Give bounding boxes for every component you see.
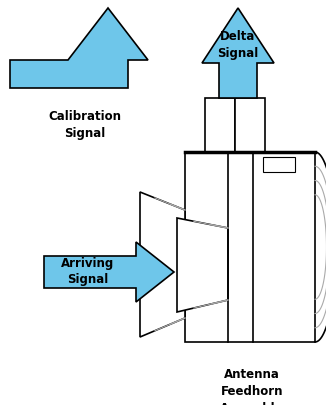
Polygon shape	[10, 8, 148, 88]
Polygon shape	[177, 218, 228, 312]
Bar	[185, 152, 315, 342]
Text: Antenna
Feedhorn
Assembly: Antenna Feedhorn Assembly	[220, 368, 284, 405]
Bar	[263, 157, 295, 172]
Bar	[205, 98, 235, 152]
Text: Arriving
Signal: Arriving Signal	[61, 258, 115, 286]
Polygon shape	[44, 242, 174, 302]
Text: Calibration
Signal: Calibration Signal	[49, 110, 122, 140]
Text: Delta
Signal: Delta Signal	[217, 30, 259, 60]
Polygon shape	[202, 8, 274, 98]
Bar	[235, 98, 265, 152]
Polygon shape	[140, 192, 185, 337]
